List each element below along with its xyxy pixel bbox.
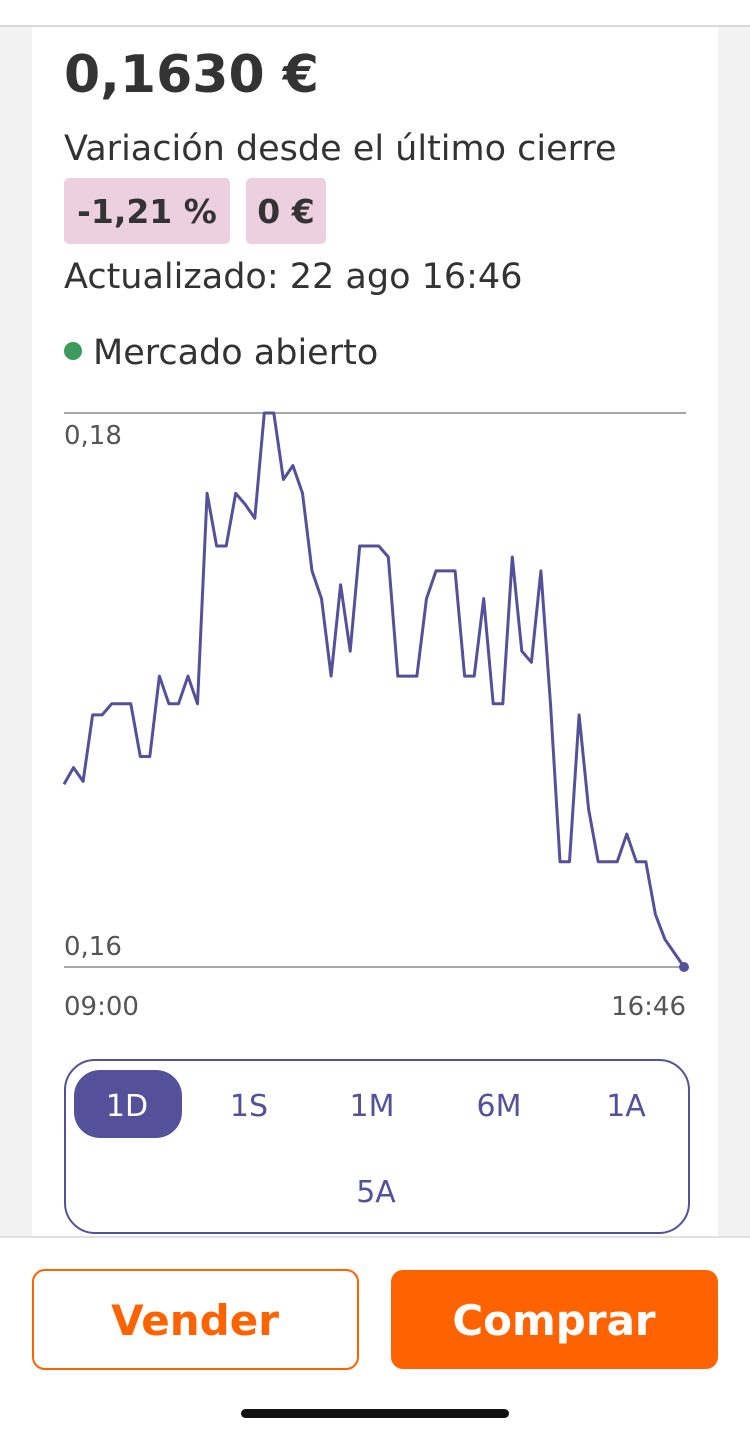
period-button[interactable]: 1D: [106, 1089, 148, 1124]
sell-label[interactable]: Vender: [111, 1296, 279, 1345]
period-button[interactable]: 1S: [230, 1089, 268, 1124]
badge-bg: [246, 178, 326, 244]
buy-button[interactable]: [391, 1270, 718, 1369]
subtitle: Variación desde el último cierre: [64, 129, 617, 169]
updated-time: Actualizado: 22 ago 16:46: [64, 257, 522, 297]
period-button[interactable]: 6M: [477, 1089, 522, 1124]
top-strip: [0, 0, 750, 26]
y-tick-label: 0,16: [64, 932, 122, 962]
price: 0,1630 €: [64, 45, 319, 105]
price-line: [62, 411, 686, 968]
change-amount: 0 €: [257, 192, 314, 231]
market-status: Mercado abierto: [93, 333, 378, 373]
period-active[interactable]: [74, 1070, 182, 1138]
period-buttons: 1D 1S 1M 6M 1A 5A: [74, 1070, 646, 1210]
buy-label[interactable]: Comprar: [452, 1296, 656, 1345]
home-indicator: [241, 1409, 509, 1418]
x-tick-label: 09:00: [64, 992, 139, 1022]
change-percent: -1,21 %: [77, 192, 217, 231]
sell-button[interactable]: [32, 1269, 359, 1370]
period-button[interactable]: 1A: [606, 1089, 646, 1124]
period-selector: [64, 1059, 690, 1234]
status-dot: [64, 342, 82, 360]
last-point: [679, 962, 689, 972]
x-tick-label: 16:46: [611, 992, 686, 1022]
period-button[interactable]: 5A: [356, 1175, 396, 1210]
badge-bg: [64, 178, 230, 244]
y-tick-label: 0,18: [64, 421, 122, 451]
chart: 0,16 0,18 09:00 16:46: [62, 411, 689, 1022]
period-button[interactable]: 1M: [350, 1089, 395, 1124]
